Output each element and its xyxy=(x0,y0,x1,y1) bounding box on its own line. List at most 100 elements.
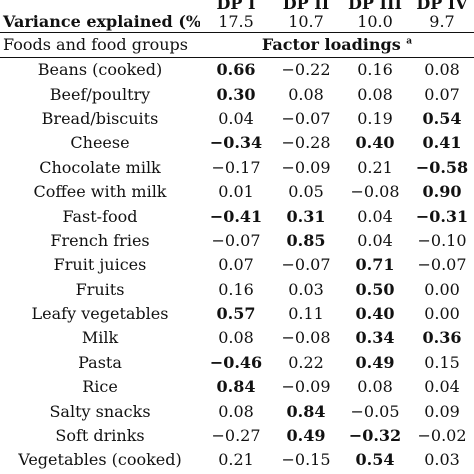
variance-row: Variance explained (%) 17.5 10.7 10.0 9.… xyxy=(0,12,474,33)
loading-dp1: −0.07 xyxy=(211,230,261,250)
column-header-dp4: DP IV xyxy=(416,0,468,12)
food-name: Beans (cooked) xyxy=(37,60,163,80)
loading-dp2: 0.03 xyxy=(288,279,324,299)
loading-dp4: −0.07 xyxy=(417,255,467,275)
loading-dp2: −0.22 xyxy=(281,60,331,80)
loading-dp2: 0.49 xyxy=(286,426,326,446)
loading-dp2: −0.08 xyxy=(281,328,331,348)
loading-dp3: 0.08 xyxy=(357,377,393,397)
table-row: Vegetables (cooked) 0.21 −0.15 0.54 0.03 xyxy=(0,448,474,472)
loading-dp3: 0.04 xyxy=(357,206,393,226)
loading-dp4: 0.04 xyxy=(424,377,460,397)
loading-dp4: 0.08 xyxy=(424,60,460,80)
loading-dp4: 0.09 xyxy=(424,401,460,421)
loading-dp3: 0.04 xyxy=(357,230,393,250)
table-row: Chocolate milk −0.17 −0.09 0.21 −0.58 xyxy=(0,156,474,180)
loading-dp1: −0.17 xyxy=(211,157,261,177)
food-name: Cheese xyxy=(70,133,130,153)
loading-dp2: 0.84 xyxy=(286,401,326,421)
factor-loadings-label: Factor loadings xyxy=(261,35,401,54)
loading-dp4: −0.31 xyxy=(415,206,469,226)
loading-dp4: 0.41 xyxy=(422,133,462,153)
loading-dp4: 0.15 xyxy=(424,352,460,372)
table-row: Bread/biscuits 0.04 −0.07 0.19 0.54 xyxy=(0,107,474,131)
loading-dp1: 0.08 xyxy=(218,401,254,421)
variance-label: Variance explained (%) xyxy=(3,12,200,31)
loading-dp1: 0.66 xyxy=(216,60,256,80)
food-name: Beef/poultry xyxy=(49,84,151,104)
loading-dp2: 0.05 xyxy=(288,182,324,202)
variance-dp4: 9.7 xyxy=(429,12,455,31)
loading-dp3: 0.49 xyxy=(355,352,395,372)
food-name: Bread/biscuits xyxy=(41,108,159,128)
loading-dp3: −0.32 xyxy=(348,426,402,446)
loading-dp2: 0.08 xyxy=(288,84,324,104)
loading-dp2: 0.22 xyxy=(288,352,324,372)
loading-dp1: 0.04 xyxy=(218,108,254,128)
loading-dp3: 0.54 xyxy=(355,450,395,470)
loading-dp1: 0.08 xyxy=(218,328,254,348)
loading-dp1: −0.41 xyxy=(209,206,263,226)
food-name: Vegetables (cooked) xyxy=(18,450,182,470)
loading-dp2: 0.31 xyxy=(286,206,326,226)
loading-dp2: 0.85 xyxy=(286,230,326,250)
loading-dp3: 0.21 xyxy=(357,157,393,177)
loading-dp3: −0.05 xyxy=(350,401,400,421)
table-row: Beans (cooked) 0.66 −0.22 0.16 0.08 xyxy=(0,58,474,83)
loading-dp1: 0.57 xyxy=(216,304,256,324)
loading-dp3: 0.34 xyxy=(355,328,395,348)
table-row: Pasta −0.46 0.22 0.49 0.15 xyxy=(0,351,474,375)
food-name: Fast-food xyxy=(62,206,138,226)
table-row: Beef/poultry 0.30 0.08 0.08 0.07 xyxy=(0,82,474,106)
loading-dp1: 0.07 xyxy=(218,255,254,275)
loading-dp4: 0.00 xyxy=(424,279,460,299)
loading-dp4: 0.00 xyxy=(424,304,460,324)
food-name: Milk xyxy=(81,328,119,348)
header-empty-cell xyxy=(0,0,200,12)
variance-dp2: 10.7 xyxy=(288,12,324,31)
subheader-row: Foods and food groups Factor loadings a xyxy=(0,33,474,58)
food-name: Rice xyxy=(82,377,118,397)
loading-dp1: 0.16 xyxy=(218,279,254,299)
loading-dp4: −0.10 xyxy=(417,230,467,250)
table-row: Salty snacks 0.08 0.84 −0.05 0.09 xyxy=(0,399,474,423)
loading-dp1: −0.34 xyxy=(209,133,263,153)
factor-loadings-header: Factor loadings a xyxy=(200,33,474,58)
loading-dp1: 0.21 xyxy=(218,450,254,470)
loading-dp3: 0.16 xyxy=(357,60,393,80)
variance-dp3: 10.0 xyxy=(357,12,393,31)
loading-dp4: 0.03 xyxy=(424,450,460,470)
loading-dp4: 0.07 xyxy=(424,84,460,104)
food-name: French fries xyxy=(50,230,150,250)
loading-dp2: −0.07 xyxy=(281,108,331,128)
column-header-dp3: DP III xyxy=(348,0,402,12)
table-row: French fries −0.07 0.85 0.04 −0.10 xyxy=(0,229,474,253)
loading-dp2: −0.15 xyxy=(281,450,331,470)
food-name: Leafy vegetables xyxy=(31,304,169,324)
table-row: Fruit juices 0.07 −0.07 0.71 −0.07 xyxy=(0,253,474,277)
column-header-row: DP I DP II DP III DP IV xyxy=(0,0,474,12)
loading-dp4: −0.02 xyxy=(417,426,467,446)
food-name: Coffee with milk xyxy=(33,182,167,202)
table-row: Fast-food −0.41 0.31 0.04 −0.31 xyxy=(0,204,474,228)
loading-dp3: 0.40 xyxy=(355,304,395,324)
loading-dp2: −0.09 xyxy=(281,157,331,177)
footnote-marker: a xyxy=(406,36,413,47)
table-row: Rice 0.84 −0.09 0.08 0.04 xyxy=(0,375,474,399)
loading-dp3: 0.50 xyxy=(355,279,395,299)
table-row: Cheese −0.34 −0.28 0.40 0.41 xyxy=(0,131,474,155)
loading-dp3: −0.08 xyxy=(350,182,400,202)
loading-dp4: 0.36 xyxy=(422,328,462,348)
foods-header: Foods and food groups xyxy=(3,35,188,54)
table-row: Coffee with milk 0.01 0.05 −0.08 0.90 xyxy=(0,180,474,204)
loading-dp2: −0.09 xyxy=(281,377,331,397)
column-header-dp2: DP II xyxy=(282,0,330,12)
loading-dp1: −0.27 xyxy=(211,426,261,446)
loading-dp2: −0.28 xyxy=(281,133,331,153)
table-row: Leafy vegetables 0.57 0.11 0.40 0.00 xyxy=(0,302,474,326)
food-name: Salty snacks xyxy=(49,401,151,421)
food-name: Fruits xyxy=(75,279,125,299)
loading-dp1: −0.46 xyxy=(209,352,263,372)
loading-dp1: 0.30 xyxy=(216,84,256,104)
